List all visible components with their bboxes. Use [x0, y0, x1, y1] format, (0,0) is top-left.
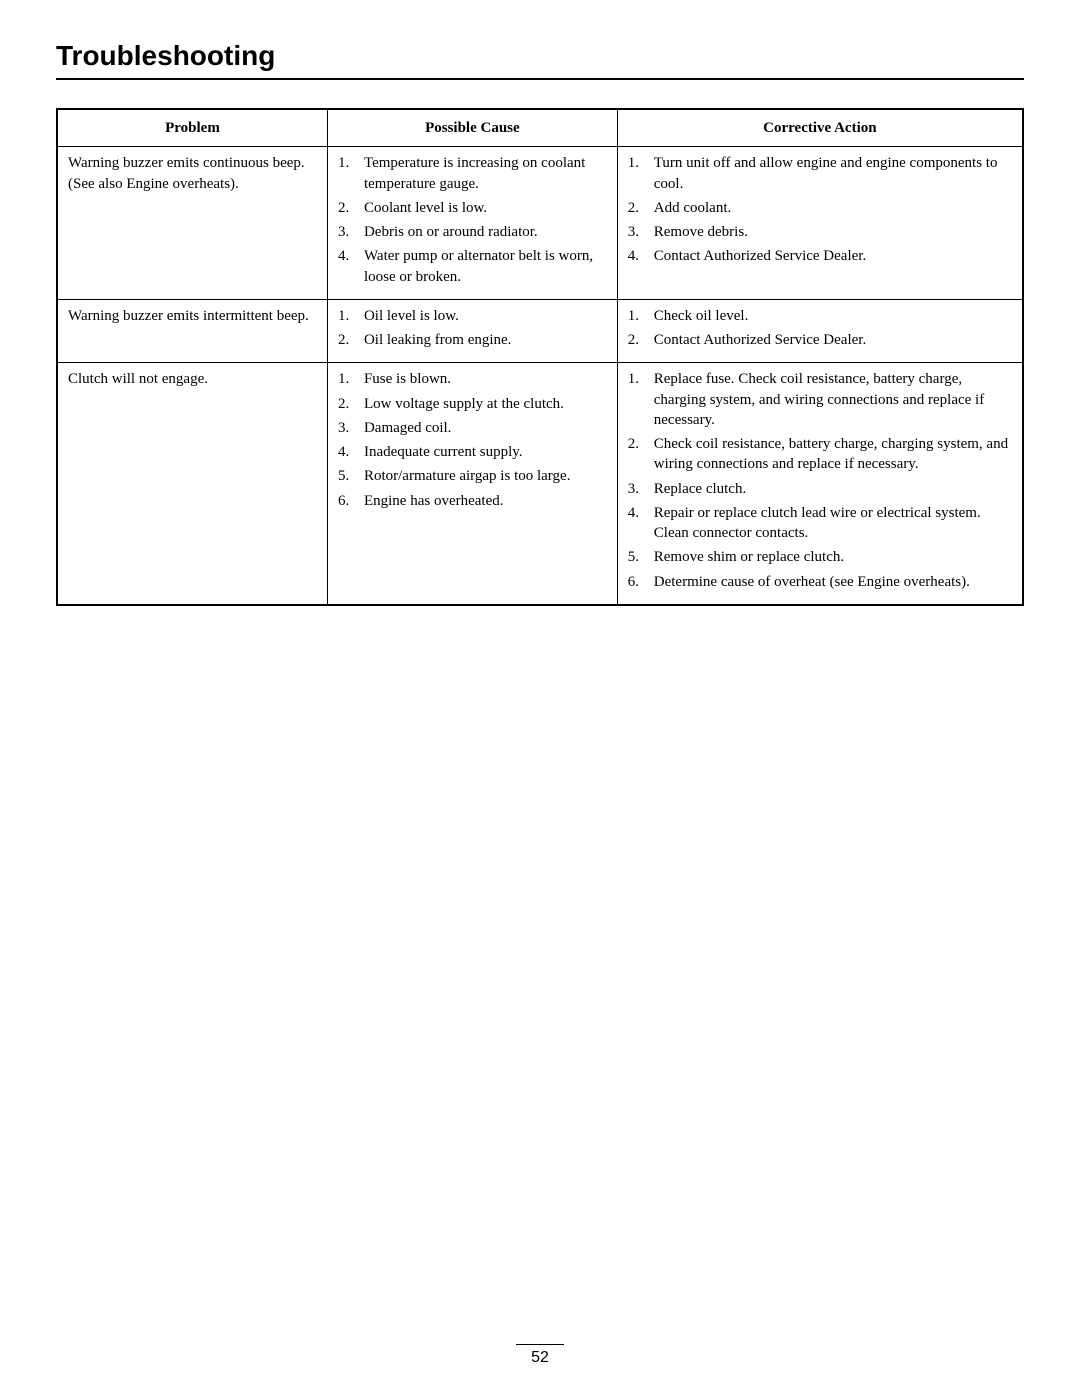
action-item: Check oil level.	[628, 306, 1012, 326]
action-list: Check oil level. Contact Authorized Servi…	[628, 306, 1012, 351]
cell-problem: Warning buzzer emits continuous beep. (S…	[57, 147, 327, 300]
cause-item: Oil level is low.	[338, 306, 607, 326]
action-list: Turn unit off and allow engine and engin…	[628, 153, 1012, 266]
cause-item: Oil leaking from engine.	[338, 330, 607, 350]
table-row: Warning buzzer emits continuous beep. (S…	[57, 147, 1023, 300]
action-item: Replace clutch.	[628, 479, 1012, 499]
cause-list: Fuse is blown. Low voltage supply at the …	[338, 369, 607, 511]
action-item: Remove shim or replace clutch.	[628, 547, 1012, 567]
cause-item: Debris on or around radiator.	[338, 222, 607, 242]
table-row: Warning buzzer emits intermittent beep.O…	[57, 299, 1023, 363]
table-body: Warning buzzer emits continuous beep. (S…	[57, 147, 1023, 605]
page-title: Troubleshooting	[56, 40, 1024, 72]
cause-item: Coolant level is low.	[338, 198, 607, 218]
page-number-rule	[516, 1344, 564, 1345]
cell-cause: Fuse is blown. Low voltage supply at the …	[327, 363, 617, 605]
action-item: Add coolant.	[628, 198, 1012, 218]
cell-cause: Temperature is increasing on coolant tem…	[327, 147, 617, 300]
action-item: Contact Authorized Service Dealer.	[628, 330, 1012, 350]
cause-item: Rotor/armature airgap is too large.	[338, 466, 607, 486]
cell-action: Check oil level. Contact Authorized Servi…	[617, 299, 1023, 363]
header-cause: Possible Cause	[327, 109, 617, 147]
table-row: Clutch will not engage. Fuse is blown. Low…	[57, 363, 1023, 605]
action-list: Replace fuse. Check coil resistance, bat…	[628, 369, 1012, 592]
action-item: Remove debris.	[628, 222, 1012, 242]
cause-list: Temperature is increasing on coolant tem…	[338, 153, 607, 287]
page-number-text: 52	[531, 1349, 549, 1366]
title-rule	[56, 78, 1024, 80]
troubleshooting-table: Problem Possible Cause Corrective Action…	[56, 108, 1024, 606]
cause-item: Low voltage supply at the clutch.	[338, 394, 607, 414]
cause-item: Temperature is increasing on coolant tem…	[338, 153, 607, 194]
cause-item: Damaged coil.	[338, 418, 607, 438]
cause-item: Water pump or alternator belt is worn, l…	[338, 246, 607, 287]
header-action: Corrective Action	[617, 109, 1023, 147]
action-item: Turn unit off and allow engine and engin…	[628, 153, 1012, 194]
cell-action: Replace fuse. Check coil resistance, bat…	[617, 363, 1023, 605]
cause-item: Inadequate current supply.	[338, 442, 607, 462]
action-item: Contact Authorized Service Dealer.	[628, 246, 1012, 266]
action-item: Check coil resistance, battery charge, c…	[628, 434, 1012, 475]
cause-item: Fuse is blown.	[338, 369, 607, 389]
action-item: Repair or replace clutch lead wire or el…	[628, 503, 1012, 544]
action-item: Determine cause of overheat (see Engine …	[628, 572, 1012, 592]
cause-list: Oil level is low. Oil leaking from engine…	[338, 306, 607, 351]
header-problem: Problem	[57, 109, 327, 147]
cause-item: Engine has overheated.	[338, 491, 607, 511]
action-item: Replace fuse. Check coil resistance, bat…	[628, 369, 1012, 430]
page-number: 52	[0, 1344, 1080, 1367]
cell-cause: Oil level is low. Oil leaking from engine…	[327, 299, 617, 363]
cell-problem: Clutch will not engage.	[57, 363, 327, 605]
cell-problem: Warning buzzer emits intermittent beep.	[57, 299, 327, 363]
document-page: Troubleshooting Problem Possible Cause C…	[0, 0, 1080, 1397]
table-header-row: Problem Possible Cause Corrective Action	[57, 109, 1023, 147]
cell-action: Turn unit off and allow engine and engin…	[617, 147, 1023, 300]
